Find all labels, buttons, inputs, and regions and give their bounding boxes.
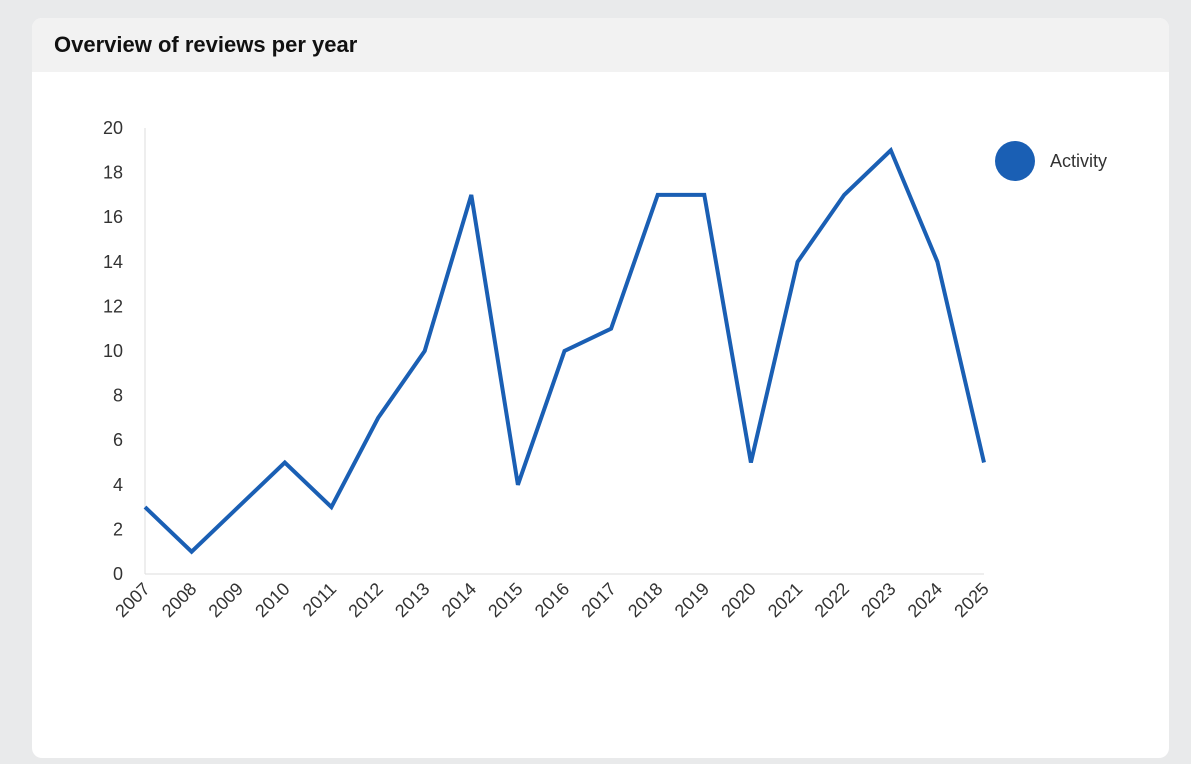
y-tick-label: 2 [113,519,123,539]
x-tick-label: 2023 [857,579,899,621]
legend-label: Activity [1050,151,1107,171]
x-tick-label: 2011 [299,579,341,621]
y-tick-label: 8 [113,386,123,406]
y-tick-label: 0 [113,564,123,584]
x-tick-label: 2013 [391,579,433,621]
y-tick-label: 20 [103,118,123,138]
x-tick-label: 2010 [251,579,293,621]
x-tick-label: 2018 [624,579,666,621]
x-tick-label: 2025 [950,579,992,621]
x-tick-label: 2021 [764,579,806,621]
card-title: Overview of reviews per year [54,32,358,57]
x-tick-label: 2017 [577,579,619,621]
y-axis-ticks: 0 2 4 6 8 10 12 14 16 18 20 [103,118,123,584]
x-axis-ticks: 2007 2008 2009 2010 2011 2012 2013 2014 2015 2016… [111,579,992,621]
legend[interactable]: Activity [995,141,1107,181]
x-tick-label: 2009 [205,579,247,621]
x-tick-label: 2016 [531,579,573,621]
chart-card: Overview of reviews per year [32,18,1169,758]
y-tick-label: 10 [103,341,123,361]
x-tick-label: 2020 [717,579,759,621]
x-tick-label: 2024 [904,579,946,621]
x-tick-label: 2012 [344,579,386,621]
x-tick-label: 2008 [158,579,200,621]
series-line-activity[interactable] [143,146,986,555]
y-tick-label: 16 [103,207,123,227]
legend-marker [995,141,1035,181]
y-tick-label: 18 [103,163,123,183]
x-tick-label: 2014 [438,579,480,621]
y-tick-label: 14 [103,252,123,272]
x-tick-label: 2015 [484,579,526,621]
x-tick-label: 2007 [111,579,153,621]
x-tick-label: 2019 [671,579,713,621]
series-group [143,146,986,555]
x-tick-label: 2022 [811,579,853,621]
y-tick-label: 12 [103,296,123,316]
y-tick-label: 4 [113,475,123,495]
y-tick-label: 6 [113,430,123,450]
card-header: Overview of reviews per year [32,18,1169,72]
